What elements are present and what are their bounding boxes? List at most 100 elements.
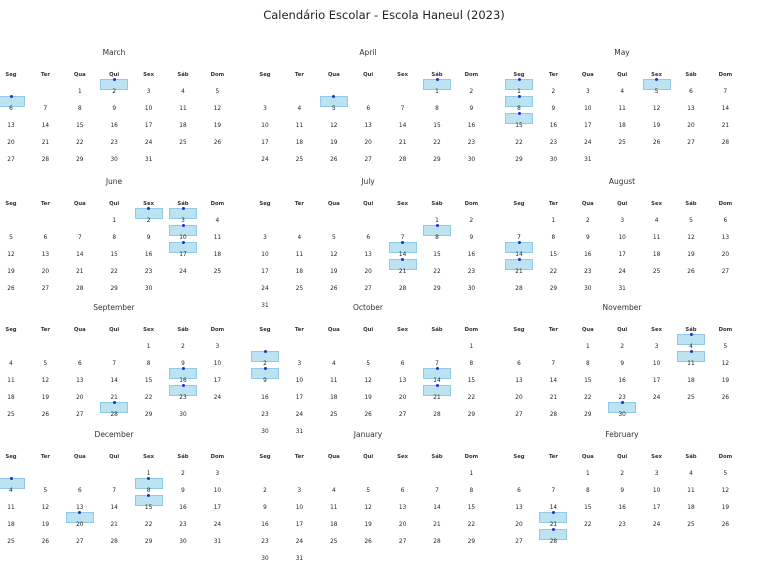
day-cell[interactable]: 31 <box>261 303 269 309</box>
day-cell[interactable]: 4 <box>331 361 336 367</box>
day-cell[interactable]: 30 <box>144 286 153 292</box>
day-cell[interactable]: 14 <box>721 106 730 112</box>
day-cell[interactable]: 23 <box>584 269 592 275</box>
day-cell[interactable]: 26 <box>721 395 730 401</box>
day-cell[interactable]: 2 <box>181 344 185 350</box>
day-cell[interactable]: 7 <box>517 235 521 241</box>
day-cell[interactable]: 7 <box>112 488 117 494</box>
day-cell[interactable]: 30 <box>618 412 626 418</box>
day-cell[interactable]: 3 <box>654 344 659 350</box>
day-cell[interactable]: 30 <box>179 412 187 418</box>
day-cell[interactable]: 31 <box>144 157 153 163</box>
day-cell[interactable]: 23 <box>261 539 269 545</box>
day-cell[interactable]: 9 <box>469 106 474 112</box>
day-cell[interactable]: 22 <box>549 269 558 275</box>
day-cell[interactable]: 1 <box>146 344 151 350</box>
day-cell[interactable]: 28 <box>515 286 523 292</box>
day-cell[interactable]: 9 <box>263 378 267 384</box>
day-cell[interactable]: 18 <box>213 252 222 258</box>
day-cell[interactable]: 24 <box>213 395 222 401</box>
day-cell[interactable]: 2 <box>469 89 474 95</box>
day-cell[interactable]: 14 <box>433 378 441 384</box>
event-highlight[interactable] <box>0 96 25 107</box>
day-cell[interactable]: 21 <box>549 522 558 528</box>
day-cell[interactable]: 20 <box>687 123 695 129</box>
day-cell[interactable]: 22 <box>433 140 441 146</box>
day-cell[interactable]: 28 <box>41 157 50 163</box>
day-cell[interactable]: 1 <box>435 89 439 95</box>
day-cell[interactable]: 3 <box>585 89 590 95</box>
day-cell[interactable]: 12 <box>721 488 730 494</box>
day-cell[interactable]: 17 <box>652 505 661 511</box>
day-cell[interactable]: 9 <box>263 505 267 511</box>
day-cell[interactable]: 4 <box>331 488 336 494</box>
day-cell[interactable]: 25 <box>7 539 15 545</box>
day-cell[interactable]: 29 <box>76 157 84 163</box>
day-cell[interactable]: 23 <box>618 522 626 528</box>
day-cell[interactable]: 20 <box>398 522 407 528</box>
day-cell[interactable]: 11 <box>330 505 338 511</box>
day-cell[interactable]: 26 <box>41 412 50 418</box>
day-cell[interactable]: 2 <box>551 89 556 95</box>
day-cell[interactable]: 25 <box>213 269 222 275</box>
day-cell[interactable]: 13 <box>76 505 84 511</box>
day-cell[interactable]: 7 <box>551 361 556 367</box>
day-cell[interactable]: 3 <box>215 471 220 477</box>
day-cell[interactable]: 11 <box>687 488 695 494</box>
day-cell[interactable]: 8 <box>517 106 521 112</box>
day-cell[interactable]: 20 <box>76 395 84 401</box>
day-cell[interactable]: 25 <box>330 412 338 418</box>
day-cell[interactable]: 13 <box>721 235 730 241</box>
day-cell[interactable]: 19 <box>213 123 222 129</box>
day-cell[interactable]: 28 <box>549 539 558 545</box>
day-cell[interactable]: 6 <box>9 106 13 112</box>
day-cell[interactable]: 10 <box>295 505 304 511</box>
day-cell[interactable]: 22 <box>467 522 476 528</box>
day-cell[interactable]: 10 <box>652 361 661 367</box>
day-cell[interactable]: 10 <box>618 235 626 241</box>
day-cell[interactable]: 6 <box>517 488 521 494</box>
day-cell[interactable]: 13 <box>515 505 523 511</box>
day-cell[interactable]: 23 <box>618 395 626 401</box>
day-cell[interactable]: 19 <box>364 522 372 528</box>
day-cell[interactable]: 6 <box>723 218 728 224</box>
day-cell[interactable]: 15 <box>467 378 476 384</box>
day-cell[interactable]: 19 <box>330 269 338 275</box>
day-cell[interactable]: 22 <box>144 395 153 401</box>
day-cell[interactable]: 22 <box>144 522 153 528</box>
day-cell[interactable]: 7 <box>723 89 728 95</box>
day-cell[interactable]: 25 <box>618 140 626 146</box>
day-cell[interactable]: 28 <box>433 412 441 418</box>
day-cell[interactable]: 21 <box>515 269 523 275</box>
day-cell[interactable]: 3 <box>263 235 267 241</box>
day-cell[interactable]: 29 <box>433 157 441 163</box>
day-cell[interactable]: 13 <box>7 123 15 129</box>
day-cell[interactable]: 20 <box>7 140 15 146</box>
day-cell[interactable]: 23 <box>549 140 558 146</box>
day-cell[interactable]: 6 <box>43 235 48 241</box>
day-cell[interactable]: 28 <box>76 286 84 292</box>
day-cell[interactable]: 13 <box>515 378 523 384</box>
day-cell[interactable]: 29 <box>549 286 558 292</box>
day-cell[interactable]: 4 <box>9 361 13 367</box>
day-cell[interactable]: 18 <box>179 123 187 129</box>
day-cell[interactable]: 1 <box>146 471 151 477</box>
day-cell[interactable]: 14 <box>398 252 407 258</box>
day-cell[interactable]: 26 <box>213 140 222 146</box>
day-cell[interactable]: 22 <box>433 269 441 275</box>
day-cell[interactable]: 24 <box>261 286 269 292</box>
day-cell[interactable]: 26 <box>330 286 338 292</box>
day-cell[interactable]: 10 <box>295 378 304 384</box>
day-cell[interactable]: 29 <box>515 157 523 163</box>
day-cell[interactable]: 23 <box>261 412 269 418</box>
day-cell[interactable]: 29 <box>467 412 476 418</box>
day-cell[interactable]: 28 <box>721 140 730 146</box>
day-cell[interactable]: 18 <box>7 395 15 401</box>
day-cell[interactable]: 11 <box>213 235 222 241</box>
day-cell[interactable]: 8 <box>469 361 474 367</box>
day-cell[interactable]: 11 <box>652 235 661 241</box>
day-cell[interactable]: 16 <box>261 522 269 528</box>
day-cell[interactable]: 9 <box>469 235 474 241</box>
day-cell[interactable]: 18 <box>618 123 626 129</box>
day-cell[interactable]: 12 <box>41 378 50 384</box>
